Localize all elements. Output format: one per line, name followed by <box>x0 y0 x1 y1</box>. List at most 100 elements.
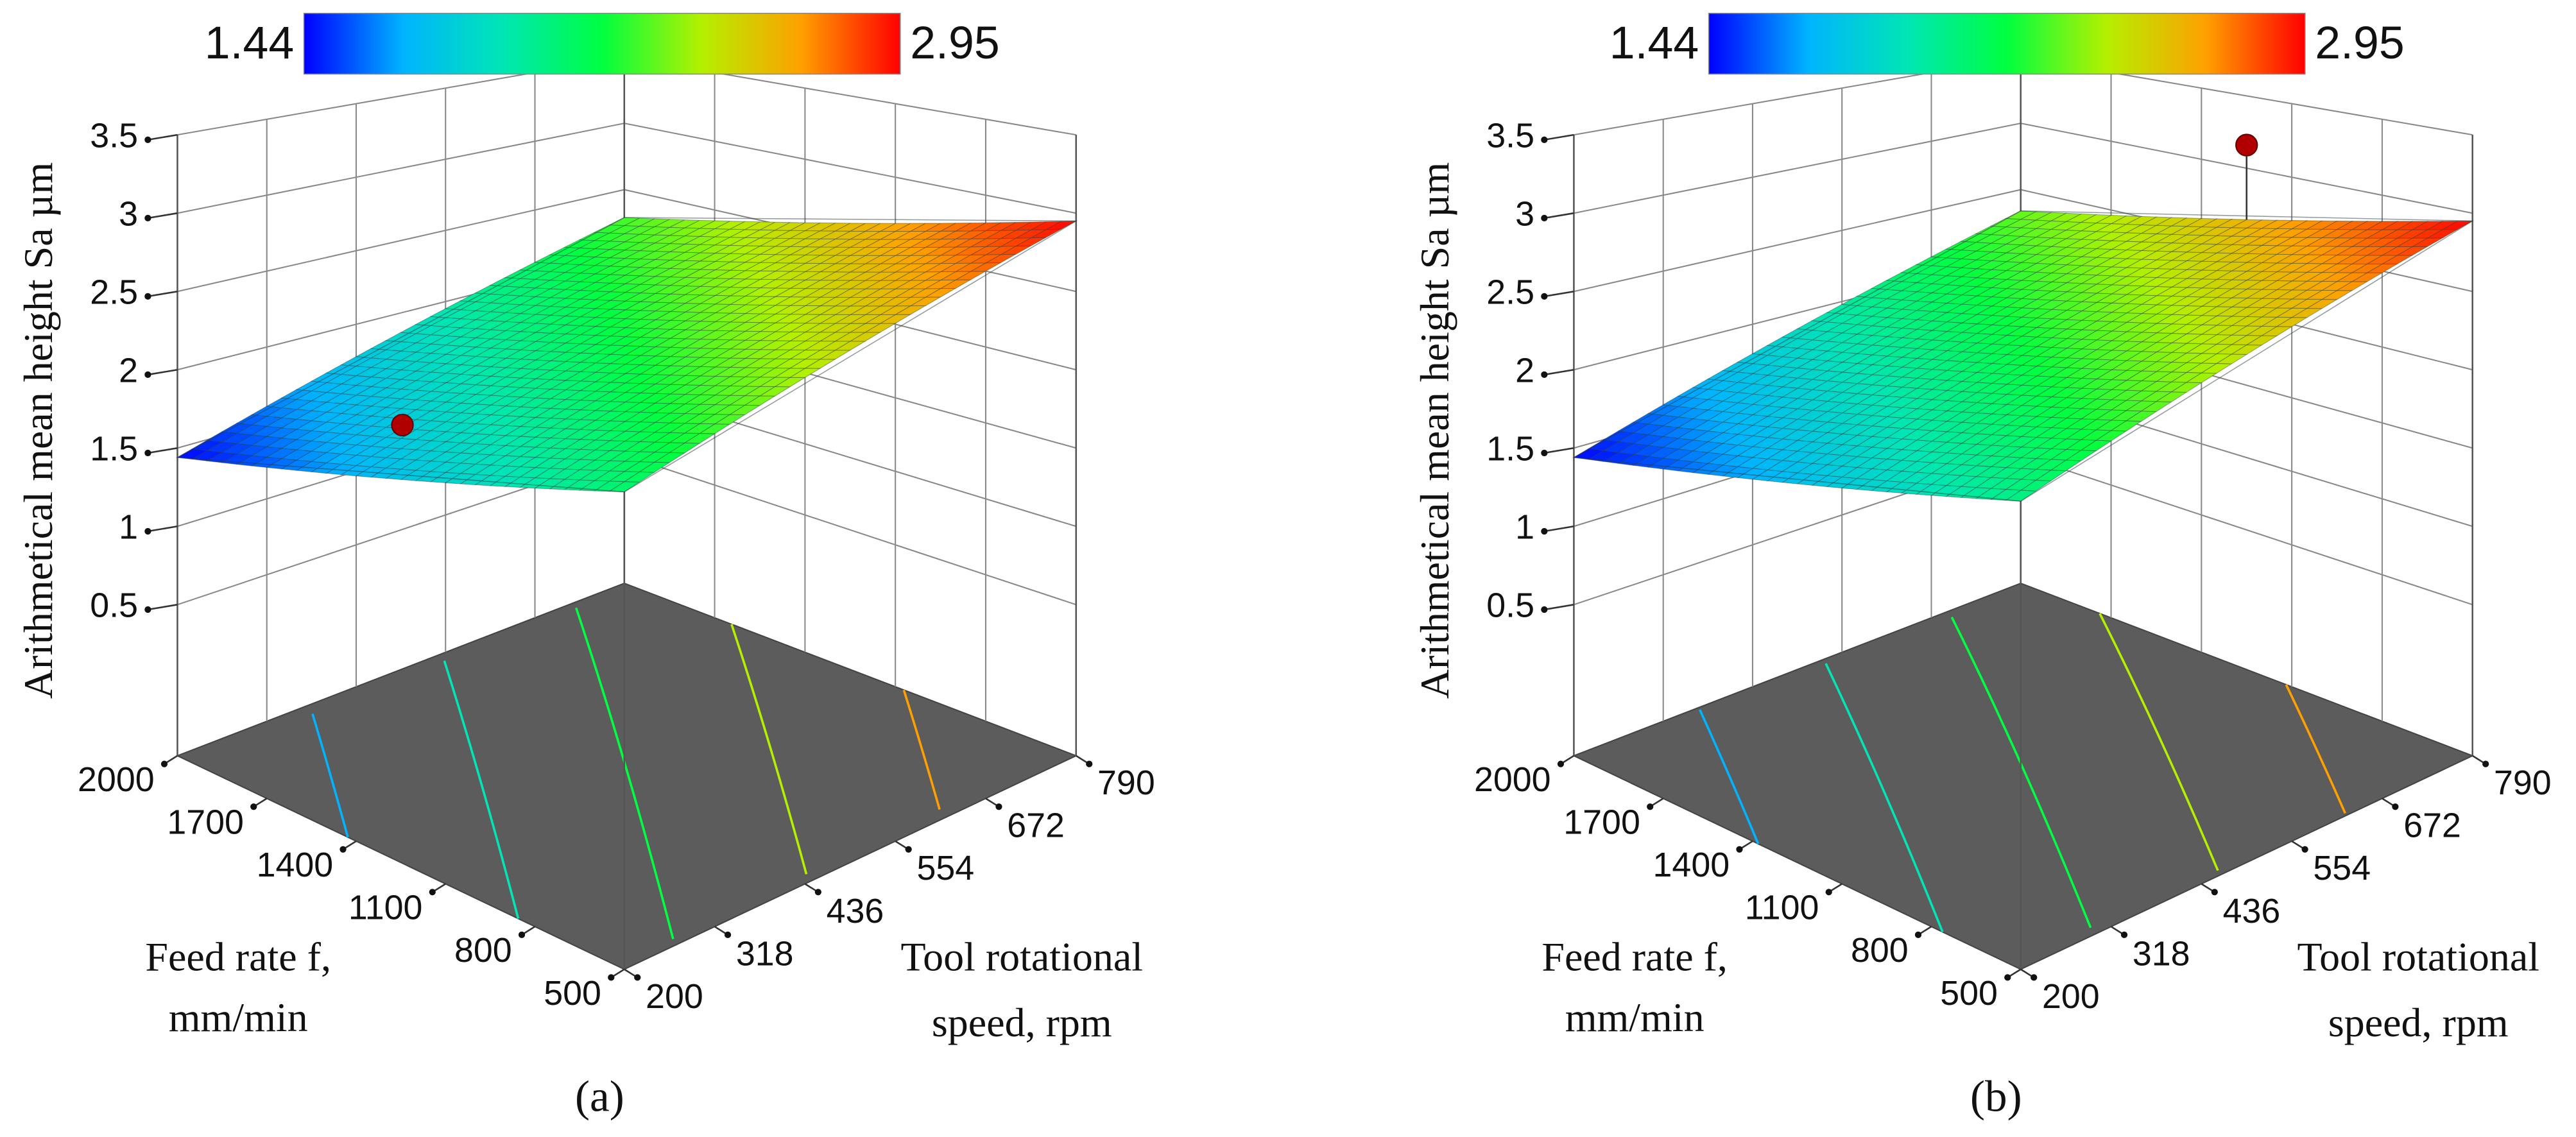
tick-dot <box>1541 606 1548 613</box>
z-tick-label: 1.5 <box>90 430 138 468</box>
tick-dot <box>144 293 151 300</box>
x-tick-label: 1400 <box>1653 846 1730 884</box>
tick-dot <box>1541 214 1548 221</box>
y-tick-label: 200 <box>2042 977 2100 1016</box>
z-tick-label: 2 <box>1515 352 1534 390</box>
design-point <box>391 413 414 437</box>
colorbar-min-label: 1.44 <box>205 17 294 69</box>
z-tick-label: 3 <box>119 195 138 234</box>
x-tick-label: 1700 <box>1563 803 1640 842</box>
x-tick-label: 500 <box>544 974 601 1013</box>
x-tick-label: 1400 <box>257 846 334 884</box>
tick-dot <box>724 931 732 938</box>
tick-dot <box>250 803 257 810</box>
tick-dot <box>1914 931 1922 938</box>
tick-mark <box>1544 526 1574 533</box>
x-tick-label: 2000 <box>1474 760 1551 799</box>
y-tick-label: 672 <box>2403 807 2461 845</box>
tick-dot <box>1541 371 1548 379</box>
tick-mark <box>1544 290 1574 298</box>
y-axis-label: Tool rotational <box>900 934 1143 980</box>
tick-mark <box>1544 212 1574 219</box>
tick-mark <box>148 290 178 298</box>
tick-dot <box>2211 889 2218 896</box>
tick-mark <box>1544 604 1574 611</box>
contour-line <box>1950 617 2092 928</box>
tick-dot <box>160 760 168 767</box>
z-tick-label: 2.5 <box>90 273 138 312</box>
surface-outline <box>175 217 1078 493</box>
y-tick-label: 672 <box>1007 807 1065 845</box>
floor <box>175 582 1078 970</box>
y-tick-label: 554 <box>2313 849 2371 887</box>
y-tick-label: 318 <box>2133 934 2190 973</box>
tick-dot <box>1557 760 1565 767</box>
tick-dot <box>2120 931 2128 938</box>
z-tick-label: 3 <box>1515 195 1534 234</box>
contour-line <box>311 713 349 838</box>
tick-dot <box>634 974 641 981</box>
contour-line <box>902 689 941 810</box>
tick-dot <box>2482 760 2489 767</box>
colorbar-max-label: 2.95 <box>910 17 999 69</box>
z-axis-label: Arithmetical mean height Sa µm <box>1412 162 1457 699</box>
y-tick-label: 790 <box>1097 764 1155 802</box>
panel-label: (a) <box>575 1071 624 1120</box>
tick-dot <box>1825 889 1832 896</box>
tick-dot <box>144 449 151 457</box>
tick-dot <box>1541 527 1548 535</box>
y-tick-label: 554 <box>916 849 974 887</box>
z-tick-label: 0.5 <box>1486 586 1534 625</box>
x-axis-label: mm/min <box>1565 995 1704 1040</box>
tick-dot <box>2392 803 2399 810</box>
contour-line <box>443 660 520 919</box>
tick-dot <box>144 527 151 535</box>
tick-dot <box>1541 293 1548 300</box>
contour-line <box>1699 709 1760 844</box>
y-tick-label: 318 <box>736 934 794 973</box>
grid-line <box>177 123 1076 214</box>
tick-dot <box>608 974 615 981</box>
x-tick-label: 800 <box>1851 931 1909 970</box>
y-axis-label: speed, rpm <box>932 1000 1112 1045</box>
colorbar <box>1708 12 2306 75</box>
tick-mark <box>148 604 178 611</box>
z-tick-label: 1 <box>1515 508 1534 547</box>
y-axis-label: speed, rpm <box>2328 1000 2509 1045</box>
z-tick-label: 1 <box>119 508 138 547</box>
tick-mark <box>148 447 178 454</box>
tick-dot <box>1541 136 1548 143</box>
x-axis-label: Feed rate f, <box>1541 934 1728 980</box>
contour-line <box>730 624 808 875</box>
floor <box>1572 582 2475 970</box>
tick-mark <box>1544 368 1574 376</box>
x-tick-label: 1100 <box>348 889 423 927</box>
tick-dot <box>2031 974 2038 981</box>
tick-dot <box>144 371 151 379</box>
tick-mark <box>1544 447 1574 454</box>
z-tick-label: 3.5 <box>90 116 138 155</box>
tick-dot <box>1647 803 1654 810</box>
x-axis-label: Feed rate f, <box>145 934 331 980</box>
x-axis-label: mm/min <box>169 995 308 1040</box>
panel-label: (b) <box>1970 1071 2022 1120</box>
tick-dot <box>518 931 526 938</box>
z-axis-label: Arithmetical mean height Sa µm <box>15 162 61 699</box>
x-tick-label: 500 <box>1940 974 1998 1013</box>
tick-dot <box>1541 449 1548 457</box>
tick-dot <box>2301 846 2308 853</box>
z-tick-label: 0.5 <box>90 586 138 625</box>
tick-dot <box>144 214 151 221</box>
contour-line <box>2285 684 2346 814</box>
tick-mark <box>148 526 178 533</box>
tick-dot <box>905 846 912 853</box>
tick-dot <box>144 136 151 143</box>
tick-dot <box>339 846 347 853</box>
tick-dot <box>1736 846 1743 853</box>
contour-line <box>575 607 674 939</box>
y-axis-label: Tool rotational <box>2297 934 2539 980</box>
surface-outline <box>1572 210 2475 502</box>
tick-dot <box>144 606 151 613</box>
tick-dot <box>429 889 436 896</box>
